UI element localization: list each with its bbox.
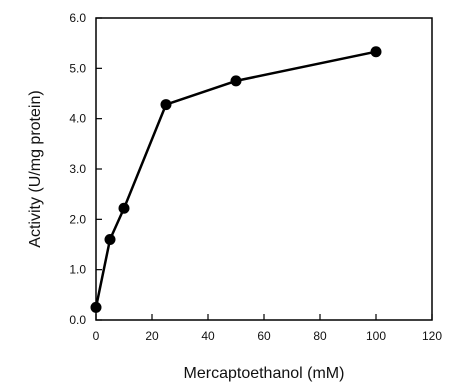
series-line xyxy=(94,50,377,308)
x-axis-title: Mercaptoethanol (mM) xyxy=(184,365,345,382)
y-tick-label: 0.0 xyxy=(69,313,86,327)
y-tick-label: 6.0 xyxy=(69,11,86,25)
y-tick-label: 1.0 xyxy=(69,263,86,277)
x-tick-label: 80 xyxy=(313,329,327,343)
y-axis-ticks: 0.0 1.0 2.0 3.0 4.0 5.0 6.0 xyxy=(69,11,102,327)
y-tick-label: 4.0 xyxy=(69,112,86,126)
x-tick-label: 60 xyxy=(257,329,271,343)
x-tick-label: 20 xyxy=(145,329,159,343)
data-point xyxy=(118,202,130,214)
data-point xyxy=(90,301,102,313)
y-tick-label: 3.0 xyxy=(69,162,86,176)
x-tick-label: 120 xyxy=(422,329,442,343)
x-tick-label: 40 xyxy=(201,329,215,343)
y-tick-label: 5.0 xyxy=(69,61,86,75)
data-point xyxy=(230,75,242,87)
axes xyxy=(95,17,433,321)
y-tick-label: 2.0 xyxy=(69,212,86,226)
data-point xyxy=(160,99,172,111)
series-layer xyxy=(90,46,382,313)
x-tick-label: 100 xyxy=(366,329,386,343)
x-axis-ticks: 0 20 40 60 80 100 120 xyxy=(93,314,442,343)
plot-frame xyxy=(95,17,433,321)
y-axis-title: Activity (U/mg protein) xyxy=(27,90,44,247)
data-point xyxy=(104,233,116,245)
x-tick-label: 0 xyxy=(93,329,100,343)
data-point xyxy=(370,46,382,58)
